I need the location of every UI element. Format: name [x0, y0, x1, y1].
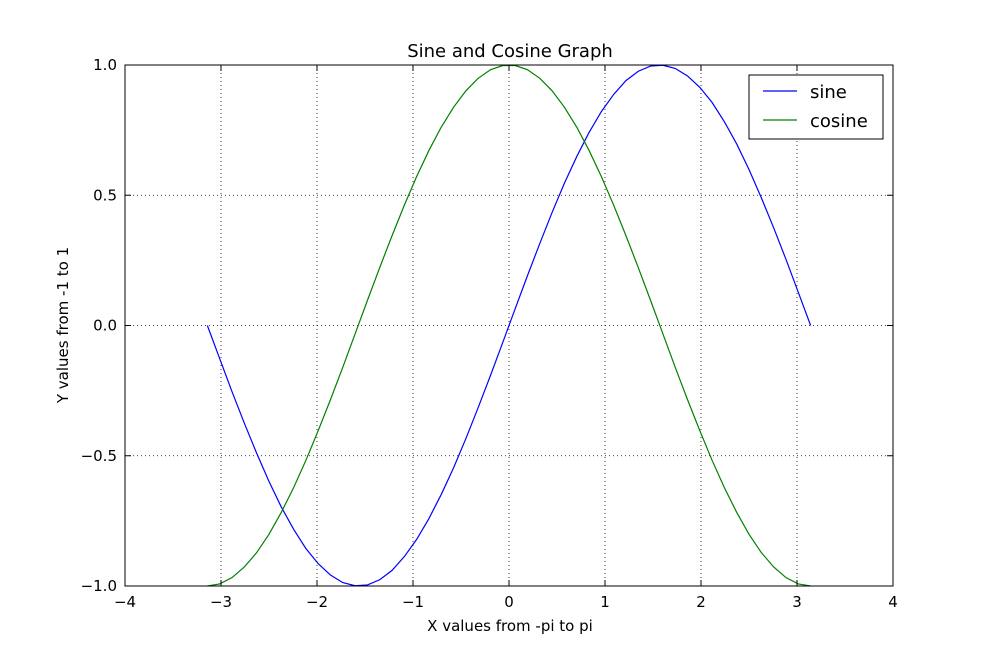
x-tick-label: −3: [210, 593, 232, 611]
chart-title: Sine and Cosine Graph: [407, 41, 613, 62]
y-tick-label: 1.0: [93, 56, 117, 74]
x-tick-label: 3: [792, 593, 802, 611]
x-tick-labels: −4 −3 −2 −1 0 1 2 3 4: [114, 593, 898, 611]
x-tick-label: 4: [888, 593, 898, 611]
y-tick-label: −0.5: [81, 447, 117, 465]
x-tick-label: 2: [696, 593, 706, 611]
legend-box: [748, 74, 884, 140]
ticks: [124, 64, 894, 587]
y-axis-label: Y values from -1 to 1: [54, 247, 72, 404]
y-tick-label: 0.0: [93, 317, 117, 335]
series-line-sine: [206, 64, 812, 587]
legend: sine cosine: [748, 74, 884, 140]
x-axis-label: X values from -pi to pi: [427, 617, 593, 635]
y-tick-label: −1.0: [81, 577, 117, 595]
x-tick-label: −1: [402, 593, 424, 611]
y-tick-label: 0.5: [93, 186, 117, 204]
x-tick-label: 0: [504, 593, 514, 611]
x-tick-label: −2: [306, 593, 328, 611]
x-tick-label: 1: [600, 593, 610, 611]
legend-label-sine: sine: [810, 82, 847, 103]
y-tick-labels: −1.0 −0.5 0.0 0.5 1.0: [81, 56, 117, 595]
x-tick-label: −4: [114, 593, 136, 611]
legend-label-cosine: cosine: [810, 111, 868, 132]
